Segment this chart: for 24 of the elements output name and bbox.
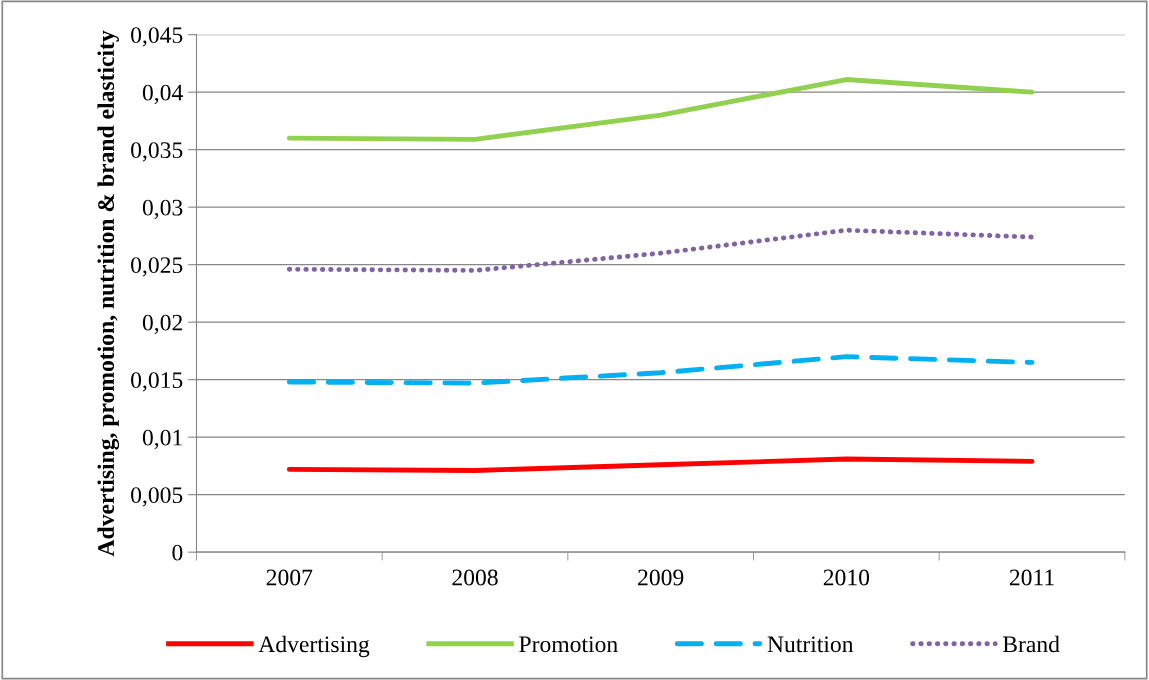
x-tick-label: 2009 <box>638 569 684 586</box>
y-tick-label: 0,04 <box>142 84 183 104</box>
x-tick-label: 2010 <box>823 569 870 586</box>
y-tick-label: 0,005 <box>131 487 183 507</box>
y-axis-title: Advertising, promotion, nutrition & brand elasticity <box>97 30 120 557</box>
y-tick-label: 0,035 <box>131 142 183 162</box>
line-series <box>286 456 1035 473</box>
y-tick-label: 0,025 <box>131 257 183 277</box>
line-series <box>286 227 1035 273</box>
y-tick-label: 0 <box>172 544 183 561</box>
legend-label: Brand <box>1002 635 1060 653</box>
line-series <box>286 77 1035 142</box>
legend-label: Promotion <box>519 636 618 653</box>
legend-label: Nutrition <box>767 636 854 653</box>
y-tick-label: 0,015 <box>131 372 183 392</box>
x-tick-label: 2007 <box>266 569 313 586</box>
x-tick-label: 2008 <box>452 569 498 586</box>
x-tick-label: 2011 <box>1009 569 1054 586</box>
y-tick-label: 0,02 <box>142 314 182 334</box>
y-tick-label: 0,045 <box>131 27 183 47</box>
y-tick-label: 0,03 <box>142 199 183 219</box>
legend-label: Advertising <box>258 635 370 658</box>
y-tick-label: 0,01 <box>142 429 182 449</box>
line-series <box>286 354 1035 386</box>
